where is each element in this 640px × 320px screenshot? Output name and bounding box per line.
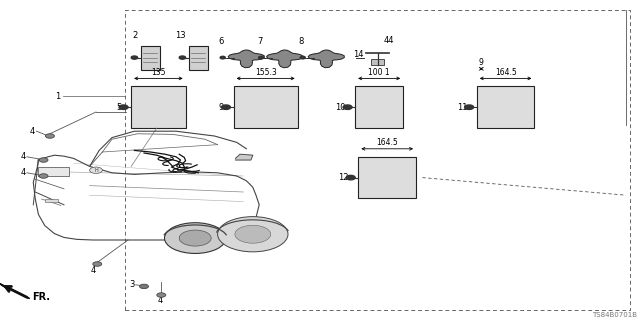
Text: 4: 4 [90,266,95,275]
Circle shape [235,225,271,243]
Circle shape [157,293,166,297]
Circle shape [164,223,226,253]
Text: 13: 13 [175,31,186,40]
Text: 3: 3 [129,280,134,289]
Text: 11: 11 [457,103,467,112]
Text: 100 1: 100 1 [369,68,390,77]
Text: 4: 4 [20,168,26,177]
Circle shape [300,56,305,59]
Circle shape [179,230,211,246]
Circle shape [346,175,355,180]
Circle shape [93,262,102,266]
Text: FR.: FR. [32,292,50,302]
Bar [45,199,58,202]
Bar [234,86,298,128]
Bar [38,167,69,176]
Circle shape [179,56,186,59]
Bar [131,86,186,128]
Text: 164.5: 164.5 [376,138,398,147]
Circle shape [465,105,474,109]
Text: 9: 9 [219,103,224,112]
Circle shape [39,174,48,178]
Text: 164.5: 164.5 [495,68,516,77]
Text: TS84B0701B: TS84B0701B [592,312,637,318]
Text: 9: 9 [479,58,484,67]
Circle shape [218,217,288,252]
Bar [125,10,630,310]
Text: 8: 8 [299,37,304,46]
Circle shape [140,284,148,289]
Text: 1: 1 [56,92,61,100]
Bar [358,157,416,198]
Circle shape [131,56,138,59]
Text: 135: 135 [151,68,166,77]
Text: 44: 44 [384,36,394,45]
Circle shape [220,56,225,59]
Circle shape [221,105,230,109]
Circle shape [119,105,128,109]
Circle shape [343,105,352,109]
Text: 14: 14 [353,50,364,59]
Circle shape [259,56,264,59]
Text: 7: 7 [257,37,262,46]
Polygon shape [308,50,344,68]
Text: 10: 10 [335,103,346,112]
Bar [355,86,403,128]
Polygon shape [228,50,264,68]
Circle shape [90,167,102,173]
Text: 12: 12 [339,173,349,182]
Text: 5: 5 [116,103,122,112]
Circle shape [39,158,48,162]
Polygon shape [0,284,29,299]
Bar [141,46,160,70]
Text: 4: 4 [157,296,163,305]
Circle shape [45,134,54,138]
Polygon shape [266,50,303,68]
Bar [189,46,208,70]
Text: 4: 4 [20,152,26,161]
Polygon shape [236,154,253,160]
Polygon shape [0,284,10,290]
Text: 155.3: 155.3 [255,68,276,77]
Text: 2: 2 [132,31,138,40]
Text: 6: 6 [219,37,224,46]
Bar [477,86,534,128]
Bar [371,59,384,65]
Text: 4: 4 [30,127,35,136]
Text: H: H [94,168,98,173]
